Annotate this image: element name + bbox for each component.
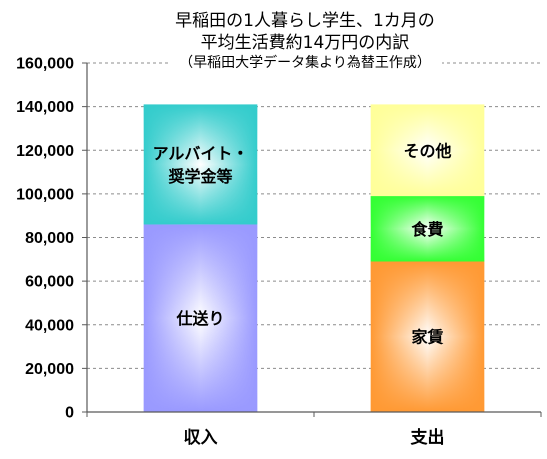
chart-title: 早稲田の1人暮らし学生、1カ月の 平均生活費約14万円の内訳 bbox=[175, 11, 435, 53]
chart-subtitle: （早稲田大学データ集より為替王作成） bbox=[168, 54, 442, 71]
bar-segment-shade bbox=[143, 224, 258, 412]
y-axis-tick-label: 140,000 bbox=[16, 99, 74, 116]
y-axis-tick-labels: 0 20,000 40,000 60,000 80,000 100,000 120,000 1… bbox=[16, 56, 74, 422]
x-axis-category-labels: 収入 支出 bbox=[184, 427, 445, 448]
x-axis-category-label: 収入 bbox=[184, 428, 218, 448]
bar-segment bbox=[370, 261, 485, 412]
bar-segment-shade bbox=[370, 261, 485, 412]
bar-segment bbox=[143, 224, 258, 412]
bar-segment-label: 仕送り bbox=[175, 309, 224, 328]
bar-segment-label: アルバイト・ bbox=[153, 144, 249, 163]
y-axis-tick-label: 160,000 bbox=[16, 56, 74, 73]
bar-segment-label: 食費 bbox=[410, 220, 443, 239]
chart-subtitle-text: （早稲田大学データ集より為替王作成） bbox=[179, 54, 431, 71]
chart-title-line: 平均生活費約14万円の内訳 bbox=[201, 33, 410, 53]
y-axis-tick-label: 60,000 bbox=[25, 274, 74, 291]
subtitle-background bbox=[168, 56, 442, 71]
y-axis-tick-label: 80,000 bbox=[25, 230, 74, 247]
bars bbox=[143, 104, 485, 412]
bar-segment-shade bbox=[143, 104, 258, 225]
bar-segment bbox=[143, 104, 258, 225]
bar-segment-label: その他 bbox=[403, 141, 451, 160]
bar-segment-shade bbox=[370, 104, 485, 197]
bar-segment-label: 家賃 bbox=[411, 328, 443, 347]
chart-title-line: 早稲田の1人暮らし学生、1カ月の bbox=[175, 11, 435, 31]
bar-segment bbox=[370, 104, 485, 197]
bar-segment-label: 奨学金等 bbox=[167, 167, 232, 186]
bar-segment bbox=[370, 196, 485, 262]
axes bbox=[82, 62, 542, 417]
y-axis-tick-label: 20,000 bbox=[25, 361, 74, 378]
y-axis-tick-label: 40,000 bbox=[25, 317, 74, 334]
y-axis-tick-label: 120,000 bbox=[16, 143, 74, 160]
bar-segment-shade bbox=[370, 196, 485, 262]
x-axis-category-label: 支出 bbox=[411, 427, 445, 448]
y-axis-tick-label: 0 bbox=[65, 405, 74, 422]
y-axis-tick-label: 100,000 bbox=[16, 186, 74, 203]
